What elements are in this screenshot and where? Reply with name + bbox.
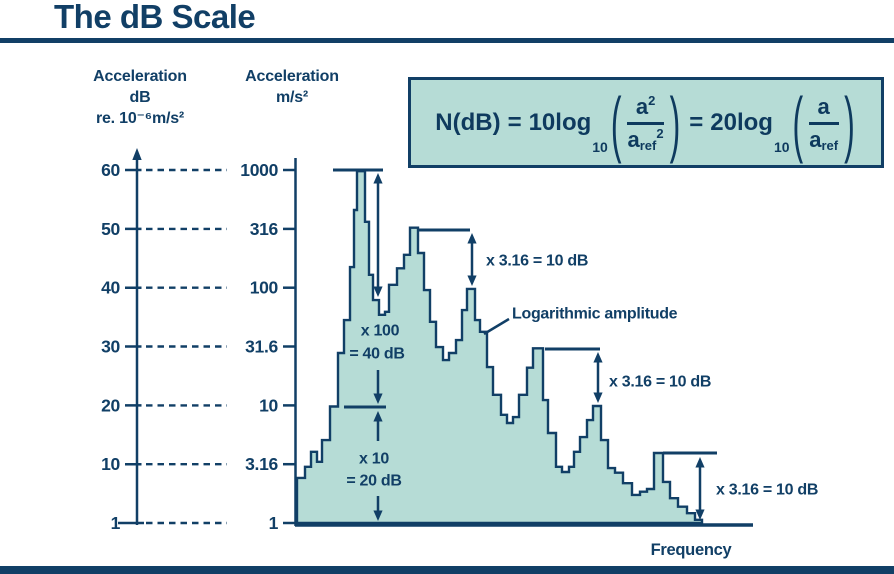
formula-term-1-base: 10 <box>592 139 608 155</box>
x10-label-line1: x 10 <box>359 451 389 468</box>
db-tick-label-50: 50 <box>101 219 120 239</box>
amplitude-tick-label-316: 316 <box>250 219 279 239</box>
fraction-2-numerator: a <box>808 94 839 125</box>
ratio-arrow-2 <box>593 352 603 403</box>
x100-label-line2: = 40 dB <box>349 346 404 363</box>
db-axis-header-line3: re. 10⁻⁶m/s² <box>95 110 185 127</box>
formula-term-1: 10log <box>528 108 592 136</box>
db-tick-label-1: 1 <box>111 513 121 533</box>
fraction-1-numerator: a2 <box>626 93 665 125</box>
amplitude-tick-label-31.6: 31.6 <box>245 337 278 357</box>
db-axis-header-line2: dB <box>129 89 151 106</box>
frac1-den-subscript: ref <box>639 138 657 153</box>
page-title: The dB Scale <box>54 0 256 35</box>
ratio-arrow-3 <box>695 457 705 520</box>
ratio-label-2: x 3.16 = 10 dB <box>609 374 711 391</box>
x100-arrow-lower <box>373 370 383 404</box>
formula-fraction-1: a2 aref2 <box>624 93 668 153</box>
fraction-2-denominator: aref <box>805 125 842 153</box>
db-axis-header-line1: Acceleration <box>93 68 187 85</box>
x10-arrow-upper-head-up <box>373 411 383 422</box>
close-paren-1: ) <box>669 81 681 164</box>
open-paren-1: ( <box>610 81 622 164</box>
frac1-den-exponent: 2 <box>656 126 664 141</box>
ratio-label-1: x 3.16 = 10 dB <box>486 253 588 270</box>
frac2-num-symbol: a <box>817 94 830 119</box>
amplitude-axis-header-line2: m/s² <box>275 89 309 106</box>
log-amplitude-label: Logarithmic amplitude <box>512 306 678 323</box>
ratio-arrow-1-head-down <box>467 275 477 286</box>
title-underline-rule <box>0 38 894 43</box>
db-tick-label-10: 10 <box>101 454 120 474</box>
db-tick-label-60: 60 <box>101 160 120 180</box>
amplitude-tick-label-10: 10 <box>259 395 278 415</box>
db-tick-label-30: 30 <box>101 337 120 357</box>
formula-term-2: 20log <box>710 108 773 136</box>
ratio-arrow-2-head-up <box>593 352 603 363</box>
amplitude-tick-label-100: 100 <box>250 278 279 298</box>
amplitude-tick-label-1000: 1000 <box>240 160 278 180</box>
frac2-den-subscript: ref <box>821 138 839 153</box>
ratio-arrow-2-head-down <box>593 392 603 403</box>
db-axis-arrowhead <box>132 148 142 160</box>
frac1-den-symbol: a <box>627 127 640 152</box>
formula-box: N(dB) = 10log 10 ( a2 aref2 ) = 20log 10 (… <box>408 77 884 168</box>
amplitude-tick-label-1: 1 <box>269 513 279 533</box>
frac2-den-symbol: a <box>809 127 822 152</box>
frequency-axis-label: Frequency <box>651 541 733 559</box>
amplitude-axis-header: Acceleration m/s² <box>235 66 349 108</box>
x100-arrow-lower-head-down <box>373 393 383 404</box>
ratio-arrow-1-head-up <box>467 233 477 244</box>
formula-equals-1: = <box>507 108 522 136</box>
x100-arrow-upper-head-down <box>373 286 383 297</box>
ratio-arrow-3-head-up <box>695 457 705 468</box>
ratio-label-3: x 3.16 = 10 dB <box>716 482 818 499</box>
ratio-arrow-1 <box>467 233 477 286</box>
formula-term-2-base: 10 <box>773 139 790 155</box>
x100-arrow-upper-head-up <box>373 173 383 184</box>
ratio-arrow-3-head-down <box>695 509 705 520</box>
db-axis-header: Acceleration dB re. 10⁻⁶m/s² <box>70 66 210 129</box>
frac1-num-symbol: a <box>635 94 649 119</box>
amplitude-axis-header-line1: Acceleration <box>245 68 339 85</box>
x100-label-line1: x 100 <box>361 323 400 340</box>
db-tick-label-20: 20 <box>101 395 120 415</box>
close-paren-2: ) <box>844 81 855 164</box>
x10-arrow-lower <box>373 496 383 521</box>
fraction-1-denominator: aref2 <box>624 125 668 153</box>
x100-arrow-upper <box>373 173 383 297</box>
open-paren-2: ( <box>792 81 804 164</box>
formula-equals-2: = <box>689 108 704 136</box>
x10-label-line2: = 20 dB <box>346 473 401 490</box>
db-tick-label-40: 40 <box>101 278 120 298</box>
formula-lhs: N(dB) <box>435 108 501 136</box>
x10-arrow-upper <box>373 411 383 441</box>
x10-arrow-lower-head-down <box>373 510 383 521</box>
formula-fraction-2: a aref <box>805 94 842 153</box>
log-amplitude-leader <box>483 317 510 336</box>
bottom-border-bar <box>0 566 894 574</box>
amplitude-tick-label-3.16: 3.16 <box>245 454 278 474</box>
frac1-num-exponent: 2 <box>648 93 656 108</box>
